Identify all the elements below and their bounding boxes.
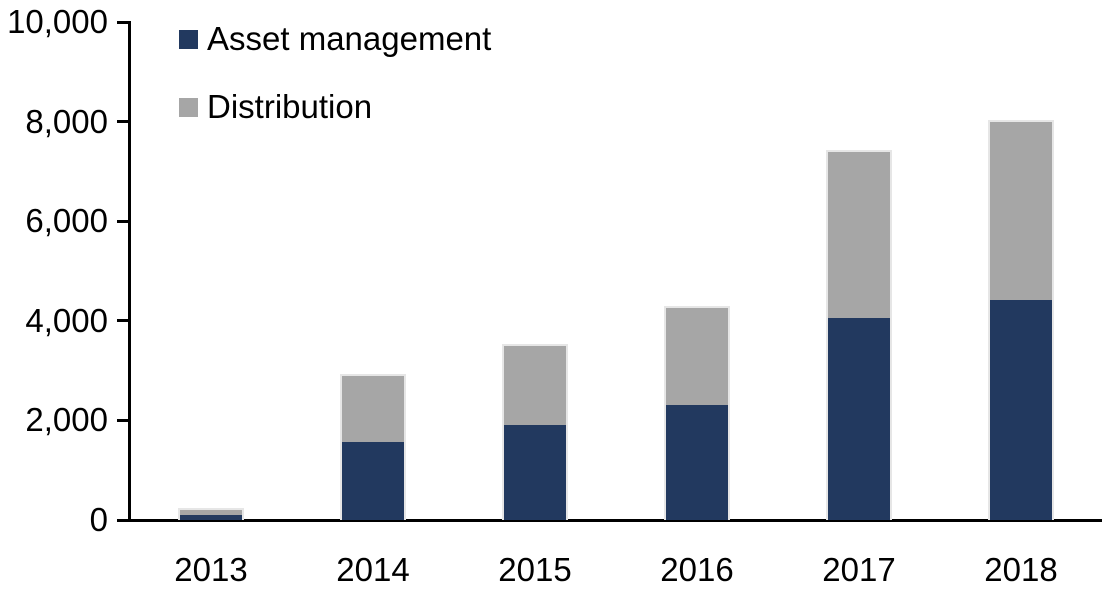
legend-item-asset-management: Asset management [179,20,491,58]
y-axis-tick-2-000 [117,418,130,422]
y-axis-label-10-000: 10,000 [7,3,108,40]
x-axis-label-2013: 2013 [174,551,248,588]
x-axis-label-2014: 2014 [336,551,410,588]
bar-segment-2014-distribution [342,376,404,443]
bar-segment-2018-asset-management [990,299,1052,520]
y-axis-tick-10-000 [117,20,130,24]
y-axis-tick-6-000 [117,219,130,223]
bar-segment-2018-distribution [990,121,1052,300]
y-axis-tick-8-000 [117,120,130,124]
legend-label-asset-management: Asset management [207,20,492,57]
y-axis-line [128,21,131,522]
bar-2017 [826,149,892,520]
legend-label-distribution: Distribution [207,88,373,125]
bar-2013 [178,508,244,520]
y-axis-label-4-000: 4,000 [25,301,108,339]
legend-item-distribution: Distribution [179,88,491,126]
y-axis-label-6-000: 6,000 [25,202,108,240]
legend: Asset management Distribution [179,20,491,156]
bar-2014 [340,374,406,520]
bar-2015 [502,343,568,520]
bar-segment-2016-asset-management [666,404,728,520]
x-axis-label-2018: 2018 [984,551,1058,588]
x-axis-label-2015: 2015 [498,551,572,588]
y-axis-label-0: 0 [89,501,108,538]
bar-segment-2013-asset-management [180,515,242,520]
x-axis-label-2017: 2017 [822,551,896,588]
y-axis-label-2-000: 2,000 [25,401,108,439]
legend-swatch-asset-management-icon [179,29,198,49]
y-axis-tick-0 [117,518,130,522]
x-axis-label-2016: 2016 [660,551,734,588]
bar-segment-2015-asset-management [504,424,566,520]
legend-swatch-distribution-icon [179,97,198,117]
bar-segment-2014-asset-management [342,442,404,520]
bar-segment-2017-distribution [828,151,890,319]
bar-segment-2016-distribution [666,308,728,405]
y-axis-label-8-000: 8,000 [25,102,108,140]
x-axis-line [117,519,1102,522]
bar-segment-2017-asset-management [828,318,890,520]
bar-2018 [988,119,1054,520]
bar-segment-2013-distribution [180,510,242,515]
bar-2016 [664,306,730,520]
bar-segment-2015-distribution [504,345,566,425]
y-axis-tick-4-000 [117,319,130,323]
